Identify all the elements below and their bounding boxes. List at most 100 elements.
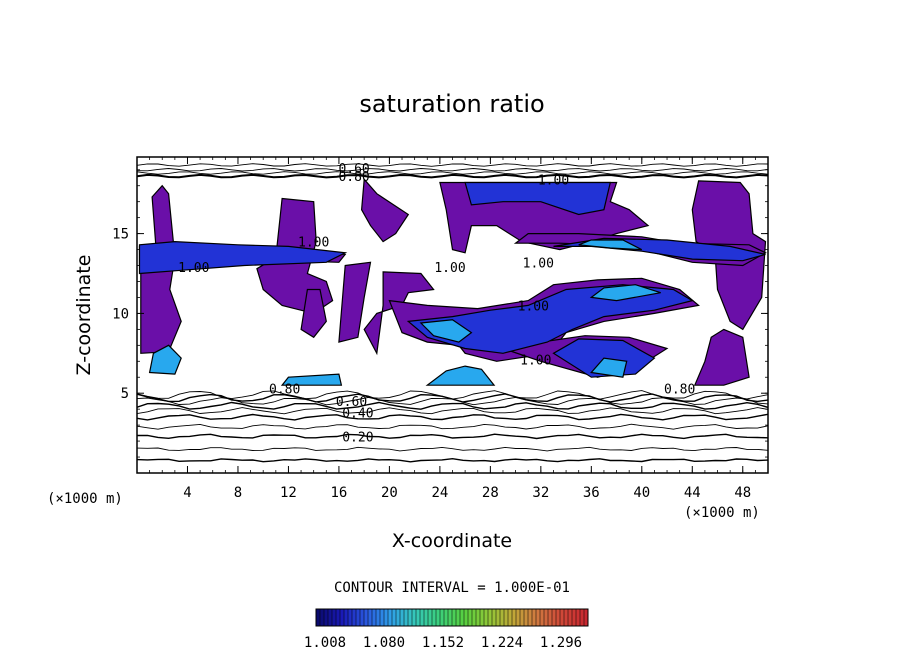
colorbar-tick-label-3: 1.224 bbox=[481, 635, 523, 651]
shaded-regions bbox=[138, 177, 767, 386]
contour-label-11: 1.00 bbox=[518, 299, 549, 314]
colorbar-cell-58 bbox=[548, 609, 553, 626]
colorbar-cell-12 bbox=[364, 609, 369, 626]
contour-label-7: 1.00 bbox=[538, 173, 569, 188]
colorbar-cell-27 bbox=[424, 609, 429, 626]
colorbar-cell-41 bbox=[480, 609, 485, 626]
y-axis-ticks: 5 10 15 bbox=[112, 169, 768, 458]
colorbar-tick-label-2: 1.152 bbox=[422, 635, 464, 651]
colorbar-cell-9 bbox=[352, 609, 357, 626]
colorbar-cell-47 bbox=[504, 609, 509, 626]
shaded-region-23 bbox=[589, 284, 661, 302]
shaded-region-16 bbox=[406, 284, 694, 354]
upper-contour-line-1 bbox=[137, 171, 768, 175]
colorbar-cell-19 bbox=[392, 609, 397, 626]
x-tick-label-7: 32 bbox=[532, 485, 549, 501]
contour-label-5: 0.60 bbox=[338, 162, 369, 177]
contour-line-0 bbox=[137, 457, 768, 463]
colorbar-cell-57 bbox=[544, 609, 549, 626]
colorbar-cell-40 bbox=[476, 609, 481, 626]
colorbar-cell-28 bbox=[428, 609, 433, 626]
x-tick-label-0: 4 bbox=[183, 485, 191, 501]
x-axis-label: X-coordinate bbox=[392, 530, 512, 552]
colorbar-cell-46 bbox=[500, 609, 505, 626]
colorbar-cell-61 bbox=[560, 609, 565, 626]
x-tick-label-1: 8 bbox=[234, 485, 242, 501]
colorbar-cell-16 bbox=[380, 609, 385, 626]
contour-label-3: 0.80 bbox=[269, 382, 300, 397]
colorbar-cell-1 bbox=[320, 609, 325, 626]
contour-label-6: 0.80 bbox=[338, 170, 369, 185]
contour-line-1 bbox=[137, 446, 768, 452]
x-tick-label-5: 24 bbox=[431, 485, 448, 501]
contour-line-6 bbox=[137, 401, 768, 410]
colorbar-cell-43 bbox=[488, 609, 493, 626]
colorbar-cell-63 bbox=[568, 609, 573, 626]
colorbar-cell-31 bbox=[440, 609, 445, 626]
x-tick-label-11: 48 bbox=[734, 485, 751, 501]
shaded-region-8 bbox=[693, 328, 750, 386]
colorbar-cell-18 bbox=[388, 609, 393, 626]
colorbar-tick-labels: 1.008 1.080 1.152 1.224 1.296 bbox=[304, 635, 582, 651]
colorbar-cell-36 bbox=[460, 609, 465, 626]
x-axis-ticks: 4 8 12 16 20 24 28 32 36 40 44 48 bbox=[149, 157, 756, 501]
colorbar-cell-65 bbox=[576, 609, 581, 626]
colorbar-cell-0 bbox=[316, 609, 321, 626]
contour-line-3 bbox=[137, 423, 768, 430]
shaded-region-2 bbox=[300, 288, 327, 339]
colorbar-cell-48 bbox=[508, 609, 513, 626]
shaded-region-15 bbox=[138, 240, 348, 275]
contour-label-12: 1.00 bbox=[520, 354, 551, 369]
x-tick-label-9: 40 bbox=[633, 485, 650, 501]
colorbar-tick-label-0: 1.008 bbox=[304, 635, 346, 651]
shaded-region-4 bbox=[360, 177, 410, 243]
colorbar-cell-53 bbox=[528, 609, 533, 626]
colorbar-cell-26 bbox=[420, 609, 425, 626]
contour-label-0: 0.20 bbox=[342, 430, 373, 445]
chart-title: saturation ratio bbox=[359, 90, 544, 118]
contour-label-2: 0.60 bbox=[336, 395, 367, 410]
x-tick-label-3: 16 bbox=[330, 485, 347, 501]
colorbar-tick-label-4: 1.296 bbox=[540, 635, 582, 651]
colorbar-cell-14 bbox=[372, 609, 377, 626]
colorbar-cell-50 bbox=[516, 609, 521, 626]
colorbar-cell-55 bbox=[536, 609, 541, 626]
colorbar-cell-20 bbox=[396, 609, 401, 626]
contour-label-8: 1.00 bbox=[298, 236, 329, 251]
colorbar-cell-66 bbox=[580, 609, 585, 626]
colorbar-cell-23 bbox=[408, 609, 413, 626]
colorbar-cell-64 bbox=[572, 609, 577, 626]
colorbar-cell-29 bbox=[432, 609, 437, 626]
y-tick-label-1: 10 bbox=[112, 306, 129, 322]
colorbar-cell-15 bbox=[376, 609, 381, 626]
contour-labels: 0.200.400.600.800.800.600.801.001.001.00… bbox=[178, 162, 695, 445]
colorbar-cell-32 bbox=[444, 609, 449, 626]
colorbar-cell-21 bbox=[400, 609, 405, 626]
contour-label-9: 1.00 bbox=[434, 261, 465, 276]
colorbar-cell-25 bbox=[416, 609, 421, 626]
colorbar-cell-2 bbox=[324, 609, 329, 626]
colorbar-cell-33 bbox=[448, 609, 453, 626]
shaded-region-21 bbox=[425, 365, 496, 386]
x-tick-label-2: 12 bbox=[280, 485, 297, 501]
colorbar-cell-44 bbox=[492, 609, 497, 626]
colorbar-cell-11 bbox=[360, 609, 365, 626]
upper-contour-line-2 bbox=[137, 168, 768, 172]
colorbar-cell-42 bbox=[484, 609, 489, 626]
z-unit-label: (×1000 m) bbox=[47, 491, 123, 507]
colorbar-cell-13 bbox=[368, 609, 373, 626]
plot-area bbox=[137, 157, 768, 473]
colorbar-cell-45 bbox=[496, 609, 501, 626]
colorbar-cell-7 bbox=[344, 609, 349, 626]
contour-lines bbox=[137, 163, 768, 463]
colorbar-cell-49 bbox=[512, 609, 517, 626]
contour-line-9 bbox=[137, 390, 768, 400]
colorbar-cell-4 bbox=[332, 609, 337, 626]
colorbar-cell-35 bbox=[456, 609, 461, 626]
shaded-region-14 bbox=[464, 181, 612, 216]
shaded-region-25 bbox=[578, 239, 643, 251]
y-tick-label-2: 15 bbox=[112, 227, 129, 243]
x-unit-label: (×1000 m) bbox=[684, 505, 760, 521]
contour-label-1: 0.40 bbox=[342, 406, 373, 421]
colorbar-cell-8 bbox=[348, 609, 353, 626]
